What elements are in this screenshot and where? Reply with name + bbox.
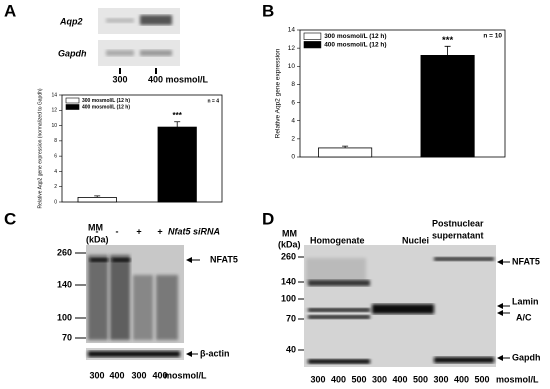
condition-label: 300 [372,374,387,384]
kda-label: (kDa) [278,239,301,249]
error-bar [174,121,181,128]
condition-label: 400 [454,374,469,384]
kda-label: (kDa) [86,234,109,244]
condition-label: 300 [89,370,104,380]
plot-frame [61,94,223,203]
bar [157,126,197,203]
plot-frame [299,29,506,158]
group-label: Homogenate [310,235,365,245]
group-label: Nuclei [402,235,429,245]
panel-label: D [262,209,274,228]
condition-label: 400 [109,370,124,380]
condition-label: 400 [392,374,407,384]
marker-label: 260 [57,247,72,257]
y-axis-label: Relative Aqp2 gene expression [275,48,282,138]
legend-label: 300 mosmol/L (12 h) [324,33,386,40]
bar [318,147,373,158]
error-bar [444,45,451,56]
bar [77,197,117,203]
y-tick-label: 10 [288,63,296,70]
condition-label: 500 [474,374,489,384]
unit: mosmol/L [164,370,207,380]
y-tick-label: 6 [54,153,57,159]
mm-label: MM [88,222,103,232]
band-label: β-actin [200,348,230,358]
lane-label: 300 [112,74,127,84]
legend-swatch [65,104,80,110]
marker-label: 100 [281,293,296,303]
lane-label: + [136,226,141,236]
error-bar [94,195,101,198]
panel-label: B [262,1,274,20]
y-tick-label: 0 [54,199,57,205]
band-label: NFAT5 [512,256,540,266]
y-tick-label: 12 [288,45,296,52]
gel [98,8,180,74]
lane-label: 400 mosmol/L [148,74,209,84]
lane-label: + [157,226,162,236]
error-bar [342,145,349,148]
condition-label: 500 [413,374,428,384]
group-label: Postnuclear [432,218,484,228]
lane-label: - [96,226,99,236]
marker-label: 140 [281,276,296,286]
mm-label: MM [282,228,297,238]
legend-label: 400 mosmol/L (12 h) [82,104,130,110]
blot [86,245,184,360]
condition-label: 400 [331,374,346,384]
note: n = 10 [483,33,502,40]
band-label: Lamin [512,296,539,306]
y-axis-label: Relative Aqp2 gene expression (normalize… [37,88,43,208]
y-tick-label: 2 [54,184,57,190]
legend-swatch [65,97,80,104]
treatment: Nfat5 siRNA [168,226,220,236]
significance: *** [442,35,453,46]
legend-swatch [303,32,322,40]
y-tick-label: 10 [51,123,57,129]
condition-label: 400 [152,370,167,380]
group-label: supernatant [432,230,484,240]
marker-label: 100 [57,312,72,322]
y-tick-label: 0 [291,154,295,161]
lane-label: - [116,226,119,236]
y-tick-label: 14 [51,92,57,98]
band-label: Gapdh [512,352,541,362]
significance: *** [173,111,183,120]
marker-label: 40 [286,344,296,354]
marker-label: 70 [62,332,72,342]
marker-label: 140 [57,279,72,289]
unit: mosmol/L [496,374,539,384]
condition-label: 500 [351,374,366,384]
row-label: Gapdh [58,48,87,58]
condition-label: 300 [310,374,325,384]
y-tick-label: 8 [54,138,57,144]
blot [304,245,496,367]
condition-label: 300 [433,374,448,384]
bar [420,55,475,158]
band-label: A/C [516,312,532,322]
y-tick-label: 14 [288,27,296,34]
y-tick-label: 4 [54,169,57,175]
condition-label: 300 [131,370,146,380]
note: n = 4 [207,98,219,104]
y-tick-label: 12 [51,108,57,114]
y-tick-label: 8 [291,81,295,88]
marker-label: 70 [286,313,296,323]
band-label: NFAT5 [210,254,238,264]
legend-label: 300 mosmol/L (12 h) [82,98,130,104]
y-tick-label: 4 [291,117,295,124]
legend-label: 400 mosmol/L (12 h) [324,41,386,48]
panel-label: A [4,1,16,20]
legend-swatch [303,41,322,49]
row-label: Aqp2 [59,16,83,26]
marker-label: 260 [281,251,296,261]
y-tick-label: 2 [291,136,295,143]
panel-label: C [4,209,16,228]
y-tick-label: 6 [291,99,295,106]
